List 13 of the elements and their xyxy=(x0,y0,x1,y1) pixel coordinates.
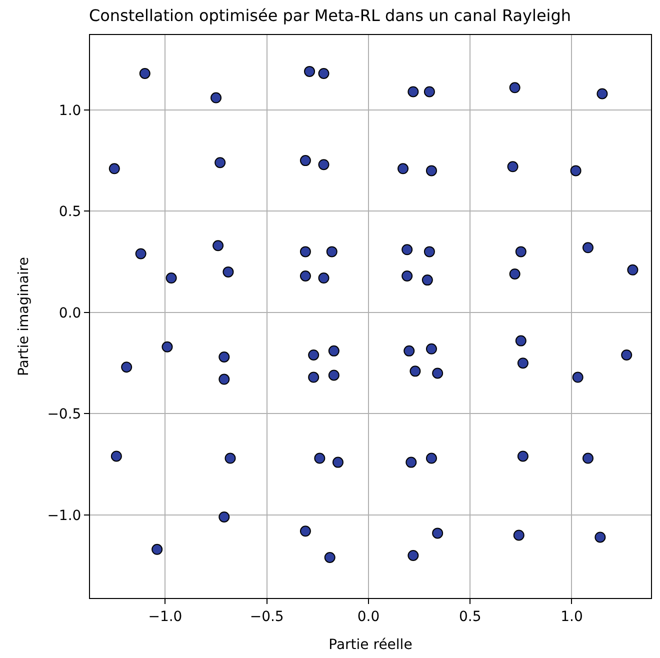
x-tick-label: −0.5 xyxy=(250,608,284,625)
y-tick-label: −1.0 xyxy=(47,508,82,524)
y-tick-label: −0.5 xyxy=(47,406,82,423)
y-tick-label: 0.5 xyxy=(58,204,82,220)
x-tick-label: 0.0 xyxy=(357,608,380,625)
y-tick-label: 1.0 xyxy=(58,102,82,119)
x-tick-label: 0.5 xyxy=(458,608,482,625)
x-tick-label: 1.0 xyxy=(560,608,583,625)
x-tick-label: −1.0 xyxy=(148,608,182,625)
y-tick-label: 0.0 xyxy=(58,305,82,322)
y-axis-title: Partie imaginaire xyxy=(16,257,32,376)
chart-title: Constellation optimisée par Meta-RL dans un canal Rayleigh xyxy=(88,6,572,26)
x-axis-title: Partie réelle xyxy=(328,637,412,654)
